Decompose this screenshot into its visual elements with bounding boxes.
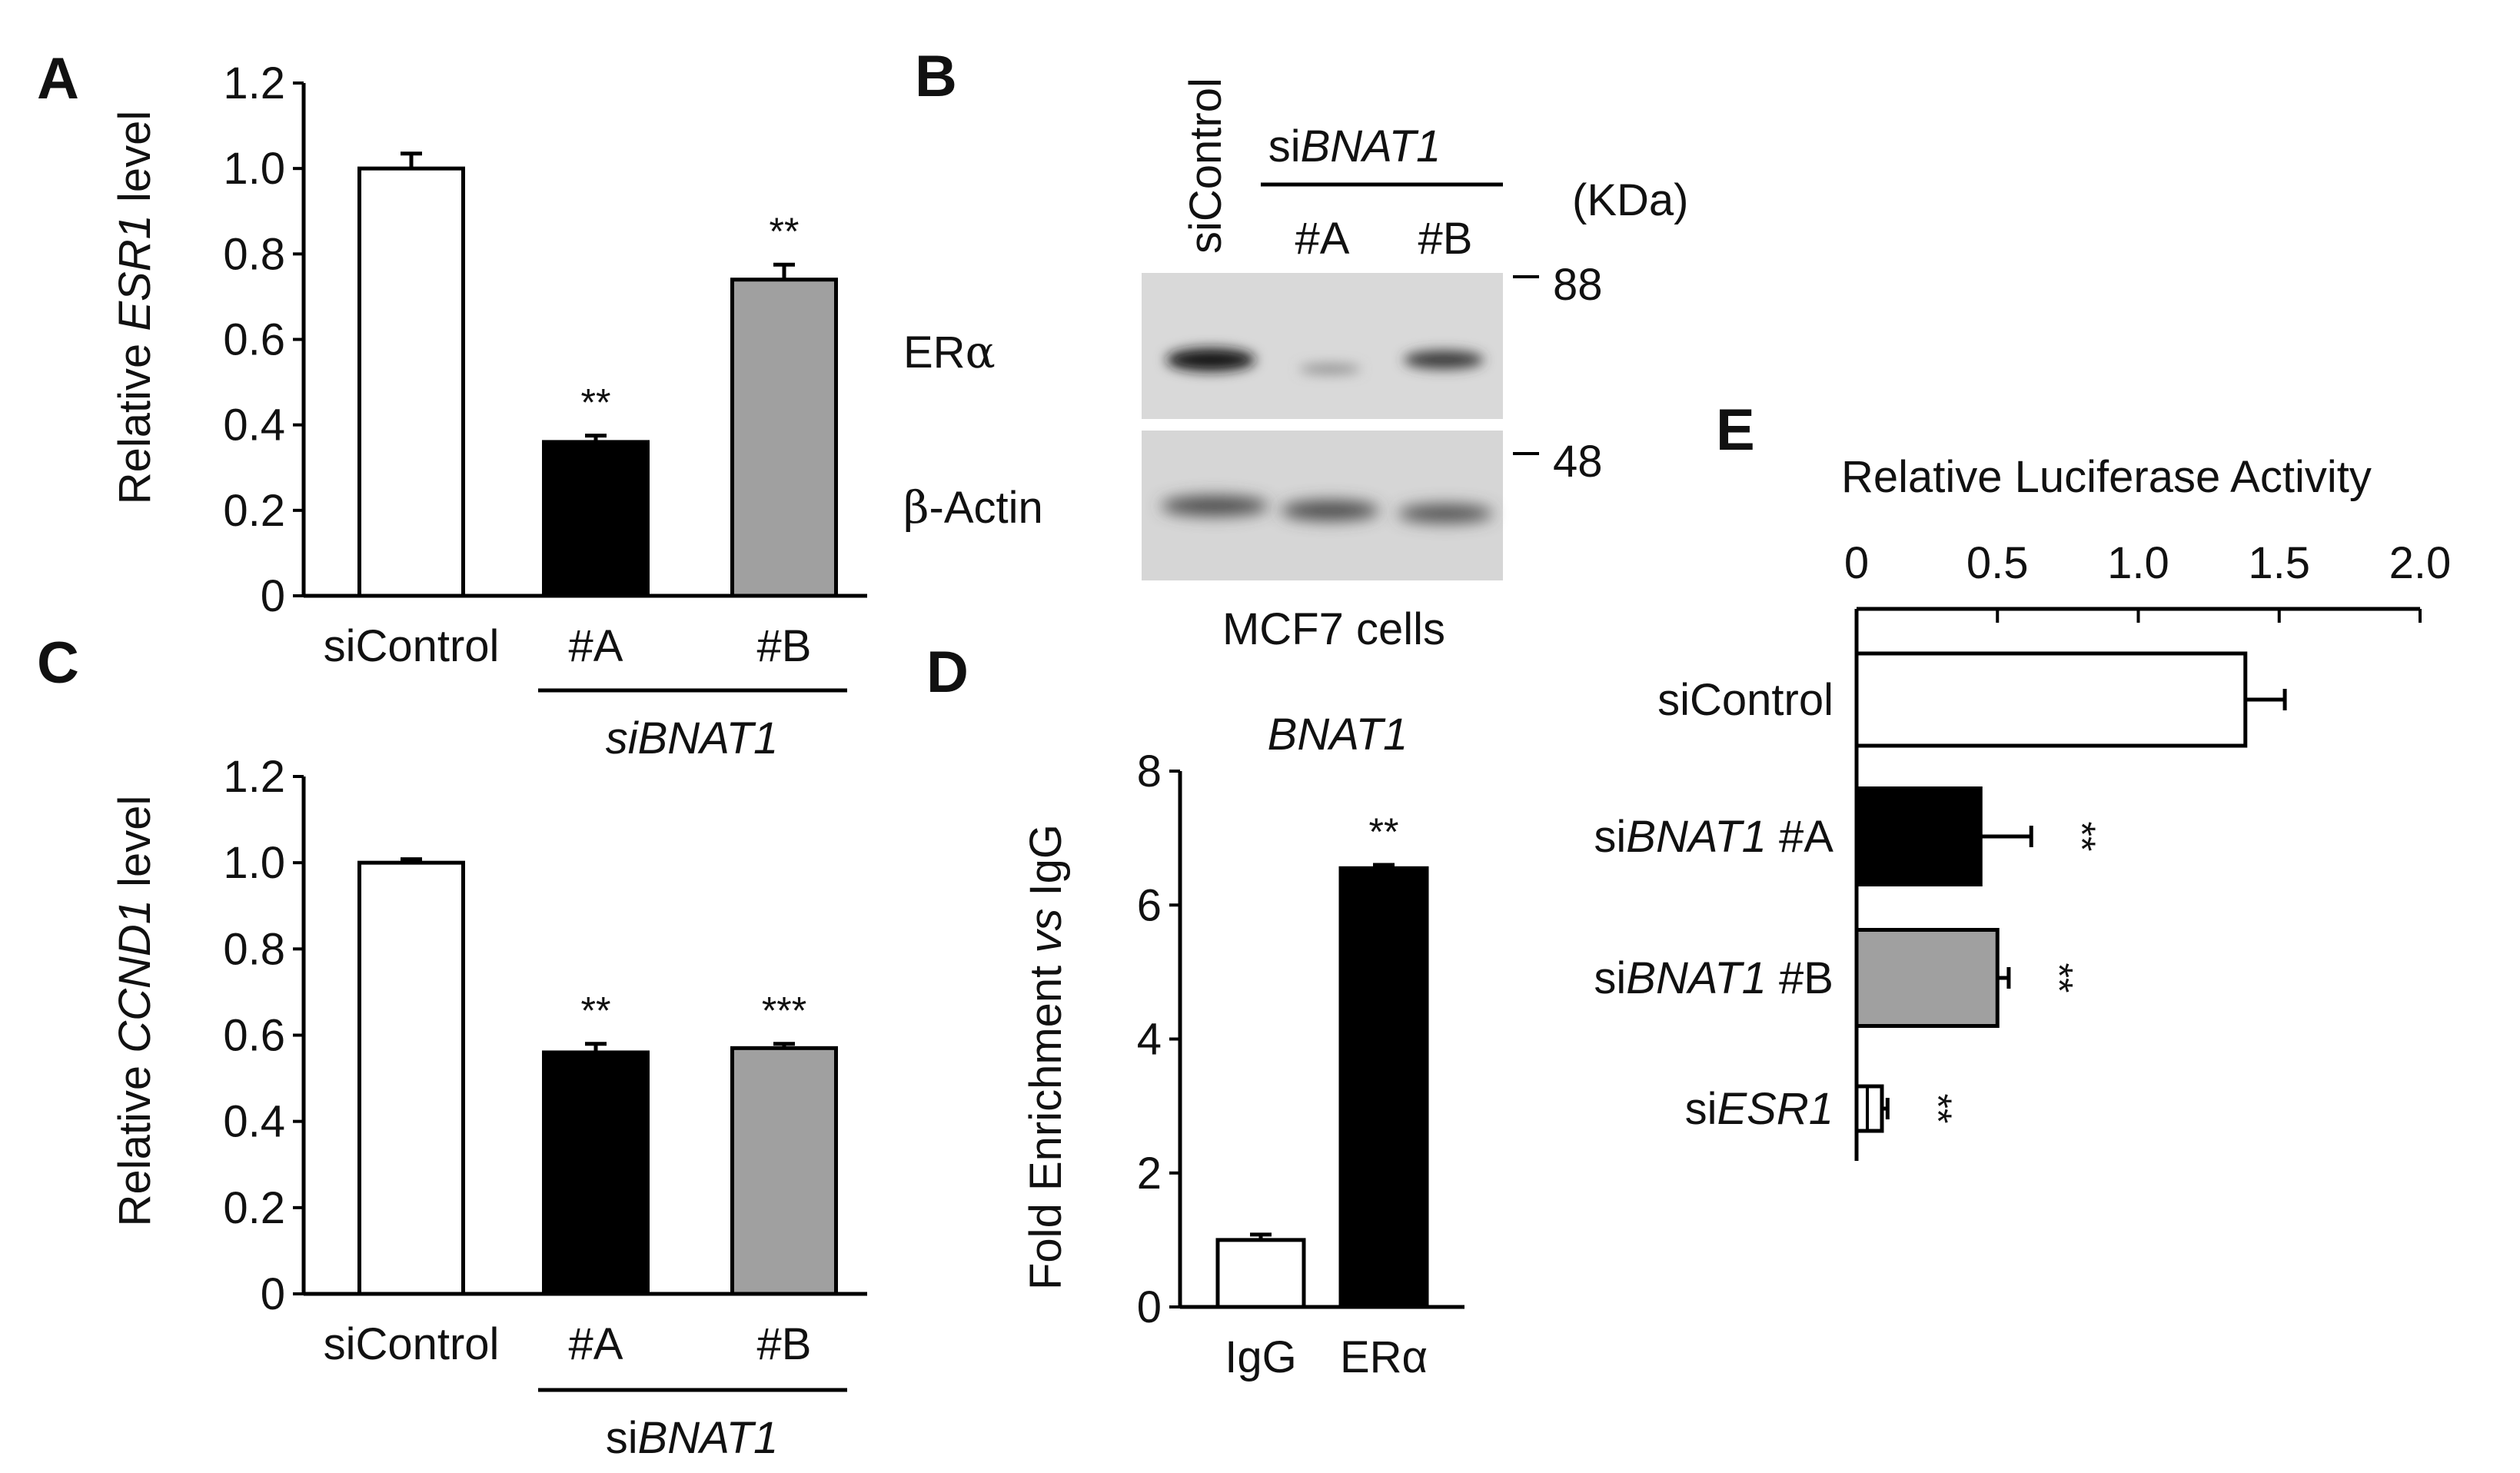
lane-label-sicontrol: siControl	[1181, 78, 1231, 254]
bar	[1854, 928, 2000, 1028]
y-tick-label: 0.2	[223, 486, 285, 536]
panel-e: E Relative Luciferase Activity 0 0.5 1.0 1.…	[1594, 397, 2451, 1161]
panel-d-ylabel: Fold Enrichment vs IgG	[1021, 824, 1071, 1290]
band-actin-b	[1398, 504, 1493, 523]
panel-c-chart: 0 0.2 0.4 0.6 0.8 1.0 1.2 siControl ** #A *** #B	[223, 752, 867, 1369]
band-label-era: ERα	[903, 326, 996, 378]
bar	[357, 860, 465, 1296]
category-label: siControl	[1657, 675, 1833, 725]
x-tick-label: 2.0	[2389, 538, 2452, 588]
panel-e-chart: 0 0.5 1.0 1.5 2.0 siControl siBNAT1 #A ** siBNAT…	[1594, 538, 2451, 1161]
panel-b-letter: B	[915, 44, 957, 109]
panel-d-letter: D	[926, 640, 969, 705]
significance-label: **	[2060, 822, 2103, 852]
panel-d-title: BNAT1	[1268, 710, 1408, 760]
y-tick-label: 0.8	[223, 924, 285, 974]
y-tick-label: 8	[1137, 746, 1162, 796]
y-tick-label: 1.0	[223, 838, 285, 888]
panel-b: B siControl siBNAT1 #A #B (KDa) 88 48 ER…	[903, 44, 1688, 654]
category-label: siControl	[324, 1319, 500, 1369]
y-tick-label: 1.2	[223, 752, 285, 802]
panel-c-letter: C	[37, 630, 79, 696]
kda-label: (KDa)	[1572, 175, 1688, 225]
panel-a-chart: 0 0.2 0.4 0.6 0.8 1.0 1.2 siControl ** #A ** #B	[223, 58, 867, 671]
panel-a-letter: A	[37, 46, 79, 111]
y-tick-label: 0.8	[223, 229, 285, 279]
significance-label: **	[1369, 810, 1399, 853]
bar	[730, 278, 838, 598]
band-era-b	[1404, 351, 1484, 369]
y-tick-label: 0	[261, 571, 285, 621]
bar	[542, 440, 650, 598]
category-label: #A	[569, 1319, 623, 1369]
category-label: siBNAT1 #A	[1594, 812, 1833, 862]
y-tick-label: 0.4	[223, 1097, 285, 1147]
y-tick-label: 1.2	[223, 58, 285, 108]
y-tick-label: 0.2	[223, 1183, 285, 1233]
category-label: ERα	[1340, 1332, 1428, 1382]
y-tick-label: 1.0	[223, 144, 285, 194]
significance-label: ***	[762, 989, 806, 1032]
bar	[357, 166, 465, 598]
panel-d-chart: 0 2 4 6 8 IgG ** ERα	[1137, 746, 1464, 1382]
x-tick-label: 0.5	[1966, 538, 2029, 588]
x-tick-label: 0	[1844, 538, 1869, 588]
bar	[1215, 1238, 1306, 1309]
significance-label: **	[770, 210, 800, 253]
band-era-sicontrol	[1166, 348, 1255, 371]
lane-label-a: #A	[1295, 214, 1350, 264]
x-tick-label: 1.5	[2248, 538, 2310, 588]
y-tick-label: 0.4	[223, 401, 285, 451]
significance-label: **	[581, 381, 611, 424]
significance-label: **	[581, 989, 611, 1032]
category-label: siESR1	[1685, 1084, 1833, 1134]
bar	[1338, 866, 1429, 1309]
y-tick-label: 0.6	[223, 315, 285, 365]
lane-label-b: #B	[1418, 214, 1473, 264]
panel-a-ylabel: Relative ESR1 level	[110, 111, 160, 505]
category-label: siBNAT1 #B	[1594, 953, 1833, 1003]
band-label-actin: β-Actin	[903, 481, 1043, 534]
bar	[730, 1046, 838, 1296]
category-label: #A	[569, 621, 623, 671]
panel-d: D BNAT1 Fold Enrichment vs IgG 0 2 4 6 8 IgG *…	[926, 640, 1464, 1382]
significance-label: **	[2038, 963, 2081, 993]
panel-a: A Relative ESR1 level 0 0.2 0.4 0.6 0.8 1.0 1.…	[37, 46, 867, 763]
category-label: #B	[757, 1319, 812, 1369]
panel-a-group-label: siBNAT1	[606, 713, 779, 763]
y-tick-label: 0	[1137, 1282, 1162, 1332]
y-tick-label: 6	[1137, 880, 1162, 930]
bar	[1854, 786, 1983, 886]
category-label: siControl	[324, 621, 500, 671]
y-tick-label: 4	[1137, 1015, 1162, 1065]
band-actin-a	[1281, 500, 1379, 520]
panel-b-caption: MCF7 cells	[1222, 604, 1445, 654]
category-label: IgG	[1225, 1332, 1297, 1382]
bar	[542, 1050, 650, 1296]
significance-label: **	[1917, 1094, 1960, 1124]
bar	[1854, 1084, 1884, 1133]
blot-era	[1142, 273, 1503, 419]
panel-c-ylabel: Relative CCND1 level	[110, 796, 160, 1227]
marker-48: 48	[1553, 437, 1603, 487]
y-tick-label: 2	[1137, 1149, 1162, 1199]
x-tick-label: 1.0	[2107, 538, 2169, 588]
panel-c-group-label: siBNAT1	[606, 1413, 779, 1463]
band-actin-sicontrol	[1161, 496, 1268, 516]
y-tick-label: 0.6	[223, 1011, 285, 1061]
panel-e-xlabel: Relative Luciferase Activity	[1841, 452, 2372, 502]
bar	[1854, 651, 2248, 748]
y-tick-label: 0	[261, 1269, 285, 1319]
panel-c: C Relative CCND1 level 0 0.2 0.4 0.6 0.8 1.0 1…	[37, 630, 867, 1463]
marker-88: 88	[1553, 260, 1603, 310]
category-label: #B	[757, 621, 812, 671]
panel-e-letter: E	[1716, 397, 1755, 463]
band-era-a	[1299, 364, 1361, 374]
panel-b-group-label: siBNAT1	[1268, 121, 1441, 171]
